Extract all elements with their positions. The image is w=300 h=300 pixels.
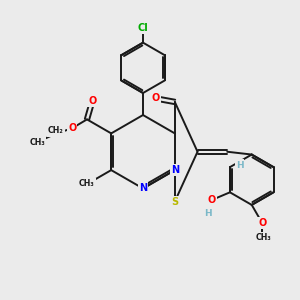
Text: O: O xyxy=(68,123,76,133)
Text: O: O xyxy=(152,93,160,103)
Text: O: O xyxy=(258,218,266,228)
Text: N: N xyxy=(139,184,147,194)
Text: Cl: Cl xyxy=(138,23,148,33)
Text: H: H xyxy=(204,209,212,218)
Text: S: S xyxy=(171,196,178,207)
Text: O: O xyxy=(88,96,96,106)
Text: CH₃: CH₃ xyxy=(256,233,272,242)
Text: N: N xyxy=(171,165,179,175)
Text: CH₃: CH₃ xyxy=(79,179,94,188)
Text: H: H xyxy=(236,160,243,169)
Text: O: O xyxy=(208,195,216,205)
Text: CH₂: CH₂ xyxy=(48,126,64,135)
Text: CH₃: CH₃ xyxy=(29,138,45,147)
